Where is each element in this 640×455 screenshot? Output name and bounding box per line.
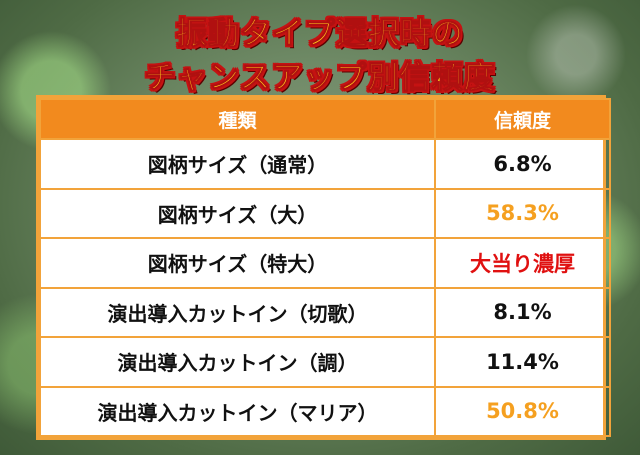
table-row: 図柄サイズ（特大） 大当り濃厚 (39, 237, 611, 289)
row-type: 演出導入カットイン（調） (39, 336, 436, 388)
reliability-table: 種類 信頼度 図柄サイズ（通常） 6.8% 図柄サイズ（大） 58.3% 図柄サ… (36, 95, 611, 440)
table-row: 図柄サイズ（大） 58.3% (39, 187, 611, 239)
header-type: 種類 (39, 98, 436, 140)
row-type: 演出導入カットイン（マリア） (39, 385, 436, 437)
row-type: 図柄サイズ（大） (39, 187, 436, 239)
table-header-row: 種類 信頼度 (39, 98, 611, 140)
row-reliability: 8.1% (434, 286, 611, 338)
row-reliability: 大当り濃厚 (434, 237, 611, 289)
row-reliability: 58.3% (434, 187, 611, 239)
page-title-line-2: チャンスアップ別信頼度 (144, 60, 496, 97)
row-reliability: 11.4% (434, 336, 611, 388)
row-type: 図柄サイズ（特大） (39, 237, 436, 289)
table-row: 演出導入カットイン（切歌） 8.1% (39, 286, 611, 338)
table-row: 演出導入カットイン（マリア） 50.8% (39, 385, 611, 437)
row-type: 図柄サイズ（通常） (39, 138, 436, 190)
row-reliability: 6.8% (434, 138, 611, 190)
row-reliability: 50.8% (434, 385, 611, 437)
row-type: 演出導入カットイン（切歌） (39, 286, 436, 338)
table-row: 演出導入カットイン（調） 11.4% (39, 336, 611, 388)
table-row: 図柄サイズ（通常） 6.8% (39, 138, 611, 190)
page-title-line-1: 振動タイプ選択時の (176, 16, 464, 53)
header-reliability: 信頼度 (434, 98, 611, 140)
